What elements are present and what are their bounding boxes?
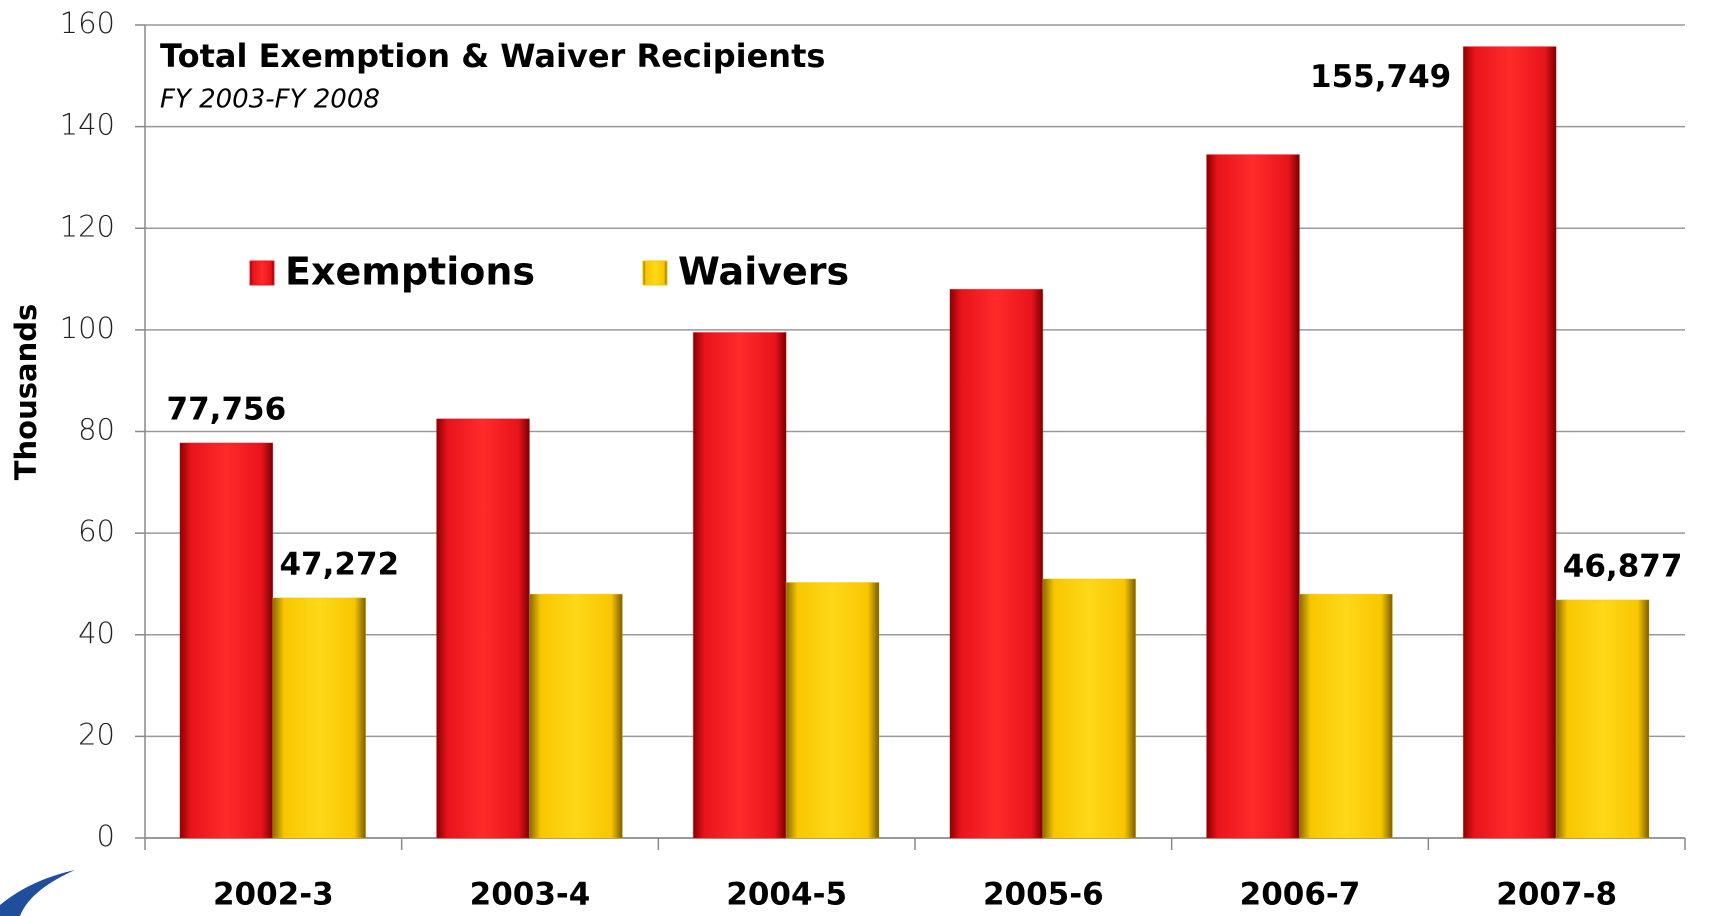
y-tick-label: 160 [60,6,115,40]
bar [272,597,367,839]
y-tick-label: 140 [60,108,115,142]
x-tick-label: 2003-4 [470,877,591,913]
value-label: 47,272 [279,546,399,582]
y-tick-label: 60 [78,514,115,548]
value-label: 155,749 [1310,59,1451,95]
bar [179,442,274,839]
bar [692,331,787,839]
legend-label: Waivers [678,250,849,294]
corner-decoration [0,870,75,916]
y-tick-label: 120 [60,209,115,243]
x-tick-label: 2007-8 [1496,877,1617,913]
bar [949,288,1044,839]
y-axis-label: Thousands [9,304,43,481]
bar [1462,46,1557,839]
bar [1042,578,1137,839]
y-tick-label: 100 [60,311,115,345]
bar [528,593,623,839]
x-tick-label: 2006-7 [1240,877,1361,913]
bar [436,418,530,839]
legend-swatch [249,260,275,286]
chart-title: Total Exemption & Waiver Recipients [160,37,825,75]
bar [1206,154,1300,839]
value-label: 46,877 [1563,548,1683,584]
bar [785,581,880,839]
y-tick-label: 0 [97,819,115,853]
x-tick-label: 2004-5 [726,877,847,913]
y-tick-label: 80 [78,413,115,447]
value-label: 77,756 [167,391,287,427]
y-tick-label: 40 [78,616,115,650]
y-tick-label: 20 [78,717,115,751]
bar [1298,593,1393,839]
x-tick-label: 2005-6 [983,877,1104,913]
legend-swatch [642,260,668,286]
x-tick-label: 2002-3 [213,877,334,913]
legend-label: Exemptions [285,250,535,294]
bar [1555,599,1650,839]
chart-subtitle: FY 2003-FY 2008 [160,85,380,115]
